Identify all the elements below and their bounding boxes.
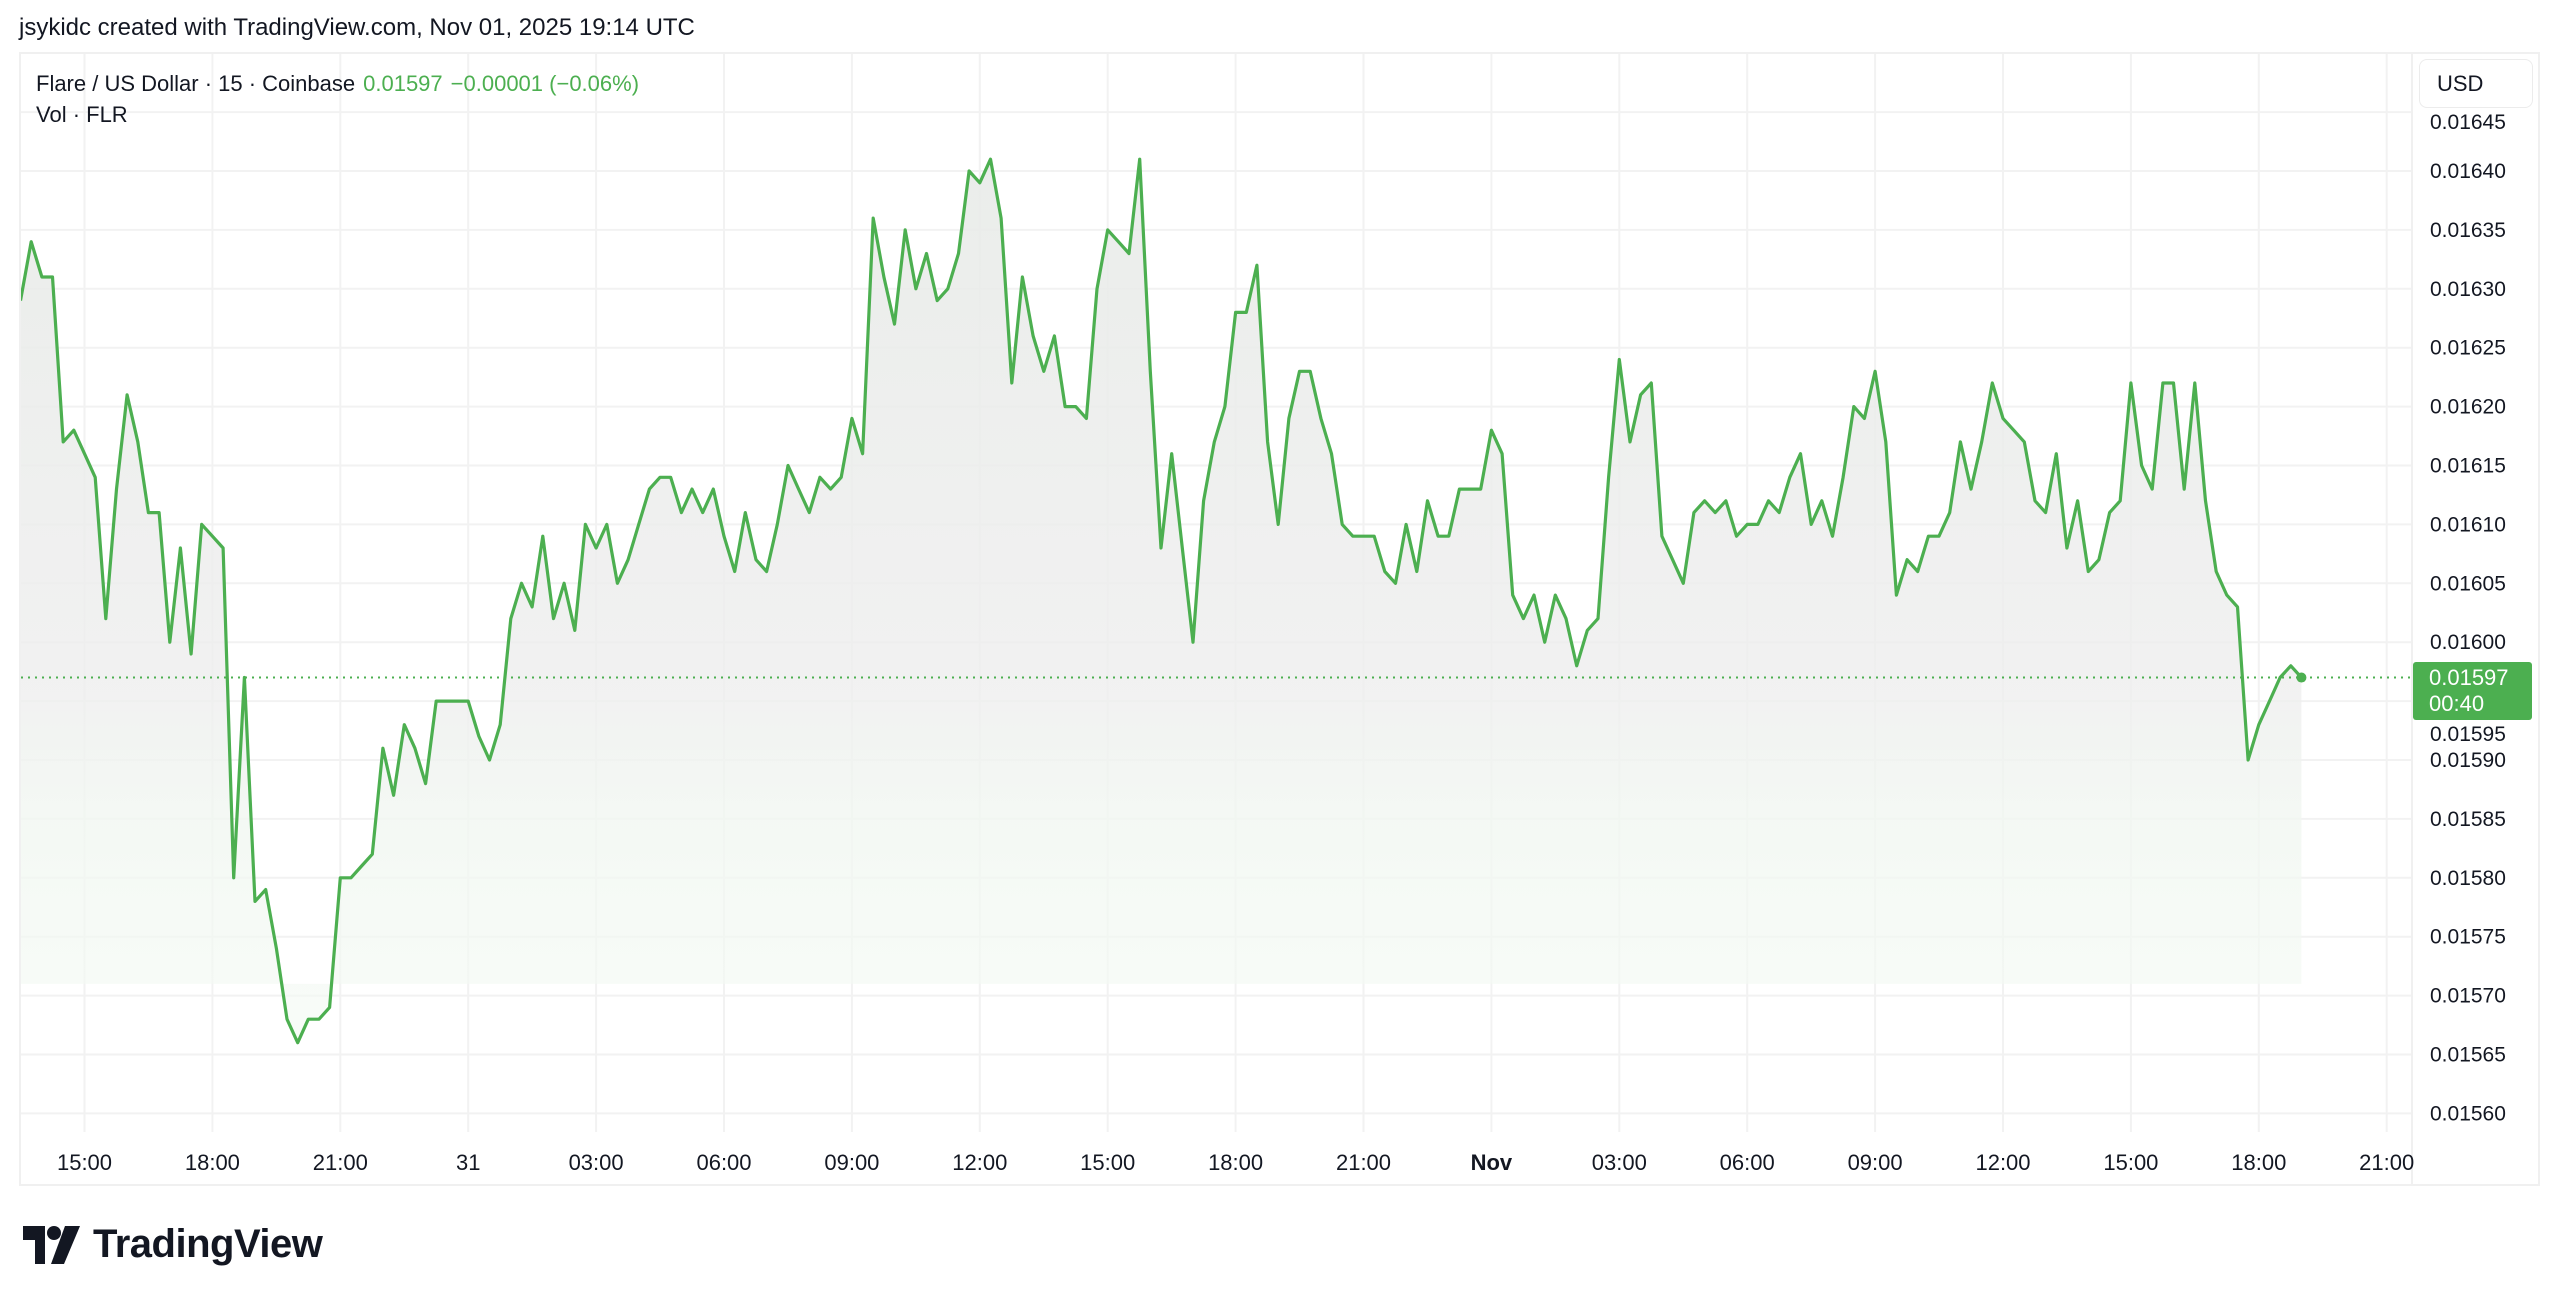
price-tick-label: 0.01560 (2430, 1102, 2506, 1125)
time-tick-label: 31 (456, 1150, 480, 1175)
price-tick-label: 0.01590 (2430, 749, 2506, 772)
time-tick-label: 21:00 (1336, 1150, 1391, 1175)
time-tick-label: 09:00 (824, 1150, 879, 1175)
price-tick-label: 0.01635 (2430, 219, 2506, 242)
tradingview-logo[interactable]: TradingView (23, 1222, 323, 1267)
chart-frame (19, 52, 2540, 1186)
price-tick-label: 0.01565 (2430, 1044, 2506, 1067)
last-price-value: 0.01597 (2429, 665, 2509, 690)
time-tick-label: 12:00 (952, 1150, 1007, 1175)
time-tick-label: 03:00 (569, 1150, 624, 1175)
last-price-dot (2296, 672, 2307, 683)
volume-indicator[interactable]: Vol · FLR (36, 102, 128, 127)
price-tick-label: 0.01610 (2430, 513, 2506, 536)
time-tick-label: 12:00 (1975, 1150, 2030, 1175)
currency-button[interactable]: USD (2419, 59, 2533, 108)
price-tick-label: 0.01625 (2430, 337, 2506, 360)
price-tick-label: 0.01615 (2430, 455, 2506, 478)
time-tick-label: Nov (1471, 1150, 1513, 1175)
time-tick-label: 06:00 (696, 1150, 751, 1175)
price-tick-label: 0.01620 (2430, 396, 2506, 419)
time-tick-label: 15:00 (57, 1150, 112, 1175)
time-axis[interactable]: 15:00 18:00 21:00 31 03:00 06:00 09:00 12:00 15:… (57, 1150, 2414, 1175)
last-price: 0.01597 (363, 71, 443, 96)
time-tick-label: 06:00 (1720, 1150, 1775, 1175)
bar-countdown: 00:40 (2429, 691, 2485, 716)
price-tick-label: 0.01645 (2430, 111, 2506, 134)
price-axis[interactable]: 0.01645 0.01640 0.01635 0.01630 0.01625 0.016… (2430, 111, 2506, 1125)
time-tick-label: 21:00 (2359, 1150, 2414, 1175)
time-tick-label: 18:00 (1208, 1150, 1263, 1175)
tradingview-logo-text: TradingView (93, 1222, 323, 1266)
time-tick-label: 03:00 (1592, 1150, 1647, 1175)
time-tick-label: 18:00 (2231, 1150, 2286, 1175)
last-price-label: 0.01597 00:40 (2413, 662, 2532, 720)
time-tick-label: 21:00 (313, 1150, 368, 1175)
price-tick-label: 0.01600 (2430, 631, 2506, 654)
time-tick-label: 15:00 (2103, 1150, 2158, 1175)
price-tick-label: 0.01580 (2430, 867, 2506, 890)
price-tick-label: 0.01575 (2430, 926, 2506, 949)
time-tick-label: 09:00 (1848, 1150, 1903, 1175)
symbol-title[interactable]: Flare / US Dollar · 15 · Coinbase (36, 71, 356, 96)
time-tick-label: 18:00 (185, 1150, 240, 1175)
price-area-fill (21, 159, 2302, 1043)
chart-caption: jsykidc created with TradingView.com, No… (19, 14, 695, 41)
price-tick-label: 0.01570 (2430, 985, 2506, 1008)
tradingview-logo-icon (23, 1225, 80, 1264)
price-line (21, 157, 2303, 1045)
price-tick-label: 0.01630 (2430, 278, 2506, 301)
price-tick-label: 0.01640 (2430, 160, 2506, 183)
price-tick-label: 0.01605 (2430, 572, 2506, 595)
price-tick-label: 0.01595 (2430, 723, 2506, 746)
price-change: −0.00001 (−0.06%) (450, 71, 640, 96)
time-tick-label: 15:00 (1080, 1150, 1135, 1175)
chart-legend: Flare / US Dollar · 15 · Coinbase 0.01597… (36, 68, 639, 130)
price-tick-label: 0.01585 (2430, 808, 2506, 831)
